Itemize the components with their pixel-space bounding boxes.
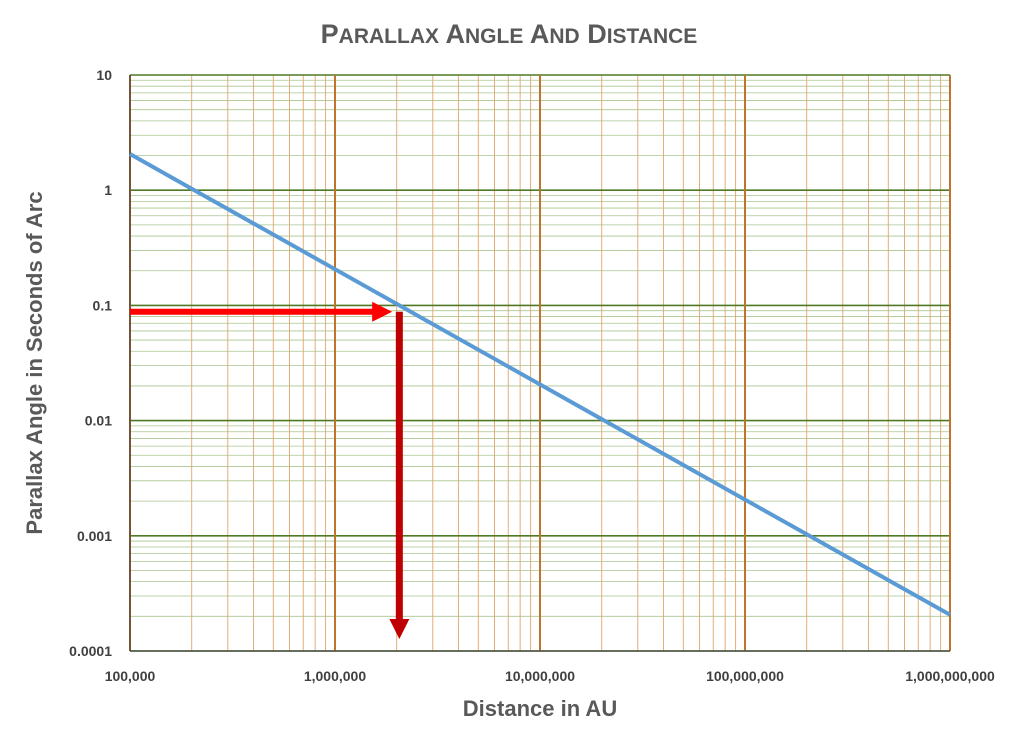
x-tick-label: 1,000,000,000 [905,668,995,684]
x-tick-label: 1,000,000 [304,668,366,684]
y-tick-label: 0.1 [93,297,113,313]
plot-frame [129,75,950,652]
title-letter-large: A [530,19,550,49]
title-letter-large: P [321,19,339,49]
y-tick-label: 0.001 [77,528,112,544]
x-axis-label: Distance in AU [463,696,617,721]
title-space [580,19,588,49]
y-axis-label: Parallax Angle in Seconds of Arc [22,191,47,534]
chart-title-text: PARALLAX ANGLE AND DISTANCE [321,19,698,49]
y-tick-label: 0.0001 [69,643,112,659]
chart-title: PARALLAX ANGLE AND DISTANCE [321,19,698,49]
title-letter-large: A [446,19,466,49]
series-group [129,152,951,617]
arrow-head [372,301,393,322]
x-tick-label: 100,000 [105,668,156,684]
grid [129,74,951,652]
arrow-right [130,301,393,322]
title-letters-small: ARALLAX [339,25,439,48]
annotations [130,301,410,639]
y-tick-label: 0.01 [85,413,112,429]
x-tick-label: 10,000,000 [505,668,575,684]
y-tick-label: 1 [104,182,112,198]
title-letters-small: ISTANCE [607,25,698,48]
arrow-head [389,619,410,639]
y-tick-labels: 10 1 0.1 0.01 0.001 0.0001 [69,67,112,659]
arrow-down [389,311,410,639]
title-letter-large: D [587,19,607,49]
x-tick-label: 100,000,000 [706,668,784,684]
title-letters-small: ND [549,25,579,48]
series-line-0 [129,152,951,617]
y-tick-label: 10 [96,67,112,83]
x-tick-labels: 100,000 1,000,000 10,000,000 100,000,000 1,0… [105,668,995,684]
title-letters-small: NGLE [465,25,523,48]
